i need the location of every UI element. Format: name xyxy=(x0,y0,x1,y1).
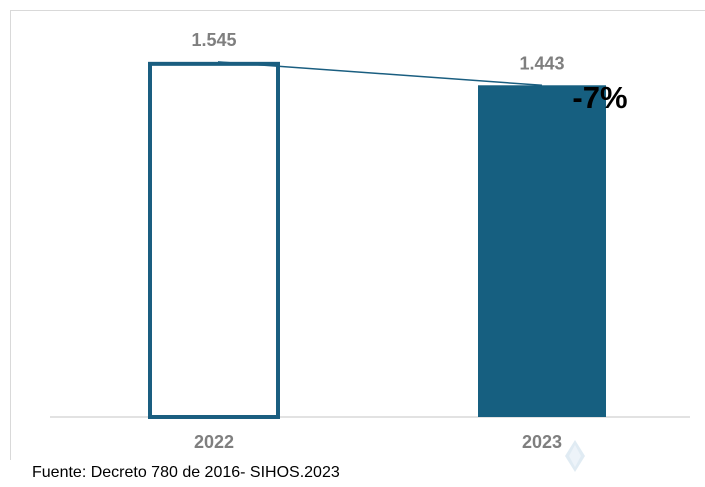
data-label-2022: 1.545 xyxy=(191,30,236,50)
bar-2023 xyxy=(478,85,606,417)
data-label-2023: 1.443 xyxy=(519,53,564,73)
bar-2022 xyxy=(148,61,280,420)
change-annotation: -7% xyxy=(572,80,627,115)
watermark-icon xyxy=(565,440,585,472)
bars-group xyxy=(148,61,606,420)
x-tick-label-2023: 2023 xyxy=(522,432,562,452)
source-note: Fuente: Decreto 780 de 2016- SIHOS.2023 xyxy=(32,464,340,481)
trend-line xyxy=(217,61,543,87)
labels-group: 1.545 2022 1.443 2023 xyxy=(191,30,564,452)
x-tick-label-2022: 2022 xyxy=(194,432,234,452)
